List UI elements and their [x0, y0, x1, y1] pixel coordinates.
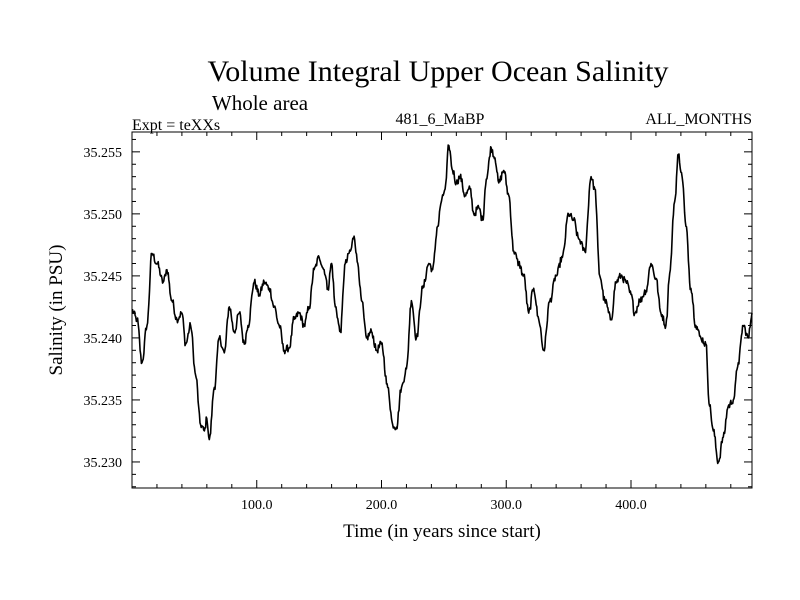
x-axis-label: Time (in years since start) [343, 521, 541, 542]
y-tick-label: 35.230 [84, 456, 123, 471]
chart-subtitle: Whole area [212, 91, 309, 115]
y-tick-label: 35.235 [84, 394, 123, 409]
header-experiment: Expt = teXXs [132, 117, 220, 134]
salinity-series-line [131, 144, 753, 465]
x-tick-label: 300.0 [490, 498, 522, 513]
series-layer [131, 144, 753, 465]
x-tick-label: 400.0 [615, 498, 647, 513]
y-tick-label: 35.250 [84, 208, 123, 223]
chart-title: Volume Integral Upper Ocean Salinity [208, 55, 669, 88]
header-run-id: 481_6_MaBP [396, 111, 485, 128]
header-months: ALL_MONTHS [645, 111, 752, 128]
x-tick-label: 200.0 [366, 498, 398, 513]
y-tick-label: 35.240 [84, 332, 123, 347]
plot-frame [131, 131, 753, 489]
y-tick-label: 35.255 [84, 146, 123, 161]
y-tick-label: 35.245 [84, 270, 123, 285]
axes: 100.0 200.0 300.0 400.0 35.230 35.235 35.240 35… [84, 132, 752, 513]
y-axis-label: Salinity (in PSU) [46, 245, 67, 376]
x-tick-label: 100.0 [241, 498, 273, 513]
